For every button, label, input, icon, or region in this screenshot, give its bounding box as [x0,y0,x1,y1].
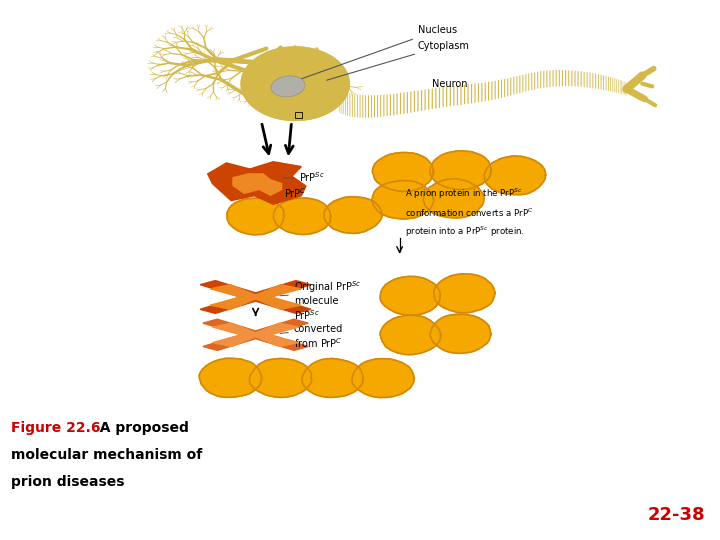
Polygon shape [227,198,284,235]
Polygon shape [324,197,382,233]
Text: PrP$^{C}$: PrP$^{C}$ [284,186,307,200]
Text: molecular mechanism of: molecular mechanism of [11,448,202,462]
Text: 22-38: 22-38 [648,506,706,524]
Text: A prion protein in the PrP$^{Sc}$
conformation converts a PrP$^{C}$
protein into: A prion protein in the PrP$^{Sc}$ confor… [405,187,534,239]
Polygon shape [241,47,349,120]
Text: prion diseases: prion diseases [11,475,125,489]
Polygon shape [203,319,308,350]
Polygon shape [430,314,491,353]
Polygon shape [380,276,441,315]
Polygon shape [200,281,311,313]
Polygon shape [274,198,330,234]
Polygon shape [199,359,262,397]
Polygon shape [249,359,312,397]
Polygon shape [372,152,433,192]
Ellipse shape [271,76,305,97]
Polygon shape [352,359,414,397]
Polygon shape [233,174,282,195]
Polygon shape [241,47,349,120]
Polygon shape [210,285,301,309]
Text: PrP$^{Sc}$
converted
from PrP$^{C}$: PrP$^{Sc}$ converted from PrP$^{C}$ [280,309,343,350]
Polygon shape [484,156,546,195]
Text: Figure 22.6: Figure 22.6 [11,421,100,435]
Polygon shape [423,179,484,218]
Polygon shape [212,323,299,347]
Text: PrP$^{Sc}$: PrP$^{Sc}$ [284,170,325,184]
Polygon shape [430,151,491,190]
Polygon shape [380,315,441,355]
Text: Original PrP$^{Sc}$
molecule: Original PrP$^{Sc}$ molecule [280,279,361,306]
Polygon shape [302,359,363,397]
Text: A proposed: A proposed [90,421,189,435]
Polygon shape [207,162,306,204]
Text: Cytoplasm: Cytoplasm [327,40,469,80]
Text: Nucleus: Nucleus [298,25,456,80]
Polygon shape [434,274,495,313]
Text: Neuron: Neuron [432,79,467,89]
Polygon shape [372,180,434,219]
Bar [295,112,302,118]
